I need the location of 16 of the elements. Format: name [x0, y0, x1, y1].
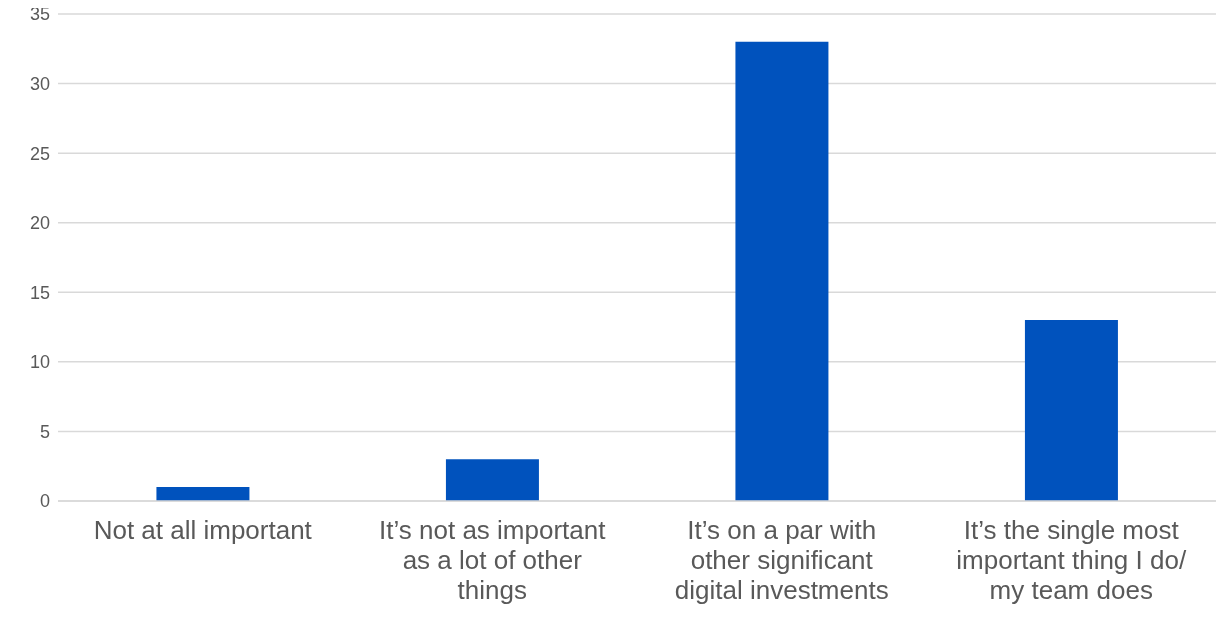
- y-tick-label: 10: [29, 352, 50, 373]
- x-tick-label: It’s not as important as a lot of other things: [379, 515, 607, 605]
- y-tick-label: 30: [29, 73, 50, 94]
- y-tick-label: 15: [29, 282, 50, 303]
- y-tick-label: 5: [39, 421, 50, 442]
- y-tick-label: 0: [39, 491, 50, 512]
- bar: [735, 41, 829, 501]
- x-tick-label: Not at all important: [93, 515, 313, 546]
- y-tick-label: 20: [29, 213, 50, 234]
- x-tick-label: It’s the single most important thing I do/ my team does: [956, 515, 1187, 605]
- y-tick-label: 35: [29, 4, 50, 25]
- bar: [445, 459, 539, 501]
- y-tick-label: 25: [29, 143, 50, 164]
- x-tick-label: It’s on a par with other significant digital investments: [674, 515, 889, 605]
- bar: [1024, 320, 1118, 501]
- bar: [156, 487, 250, 501]
